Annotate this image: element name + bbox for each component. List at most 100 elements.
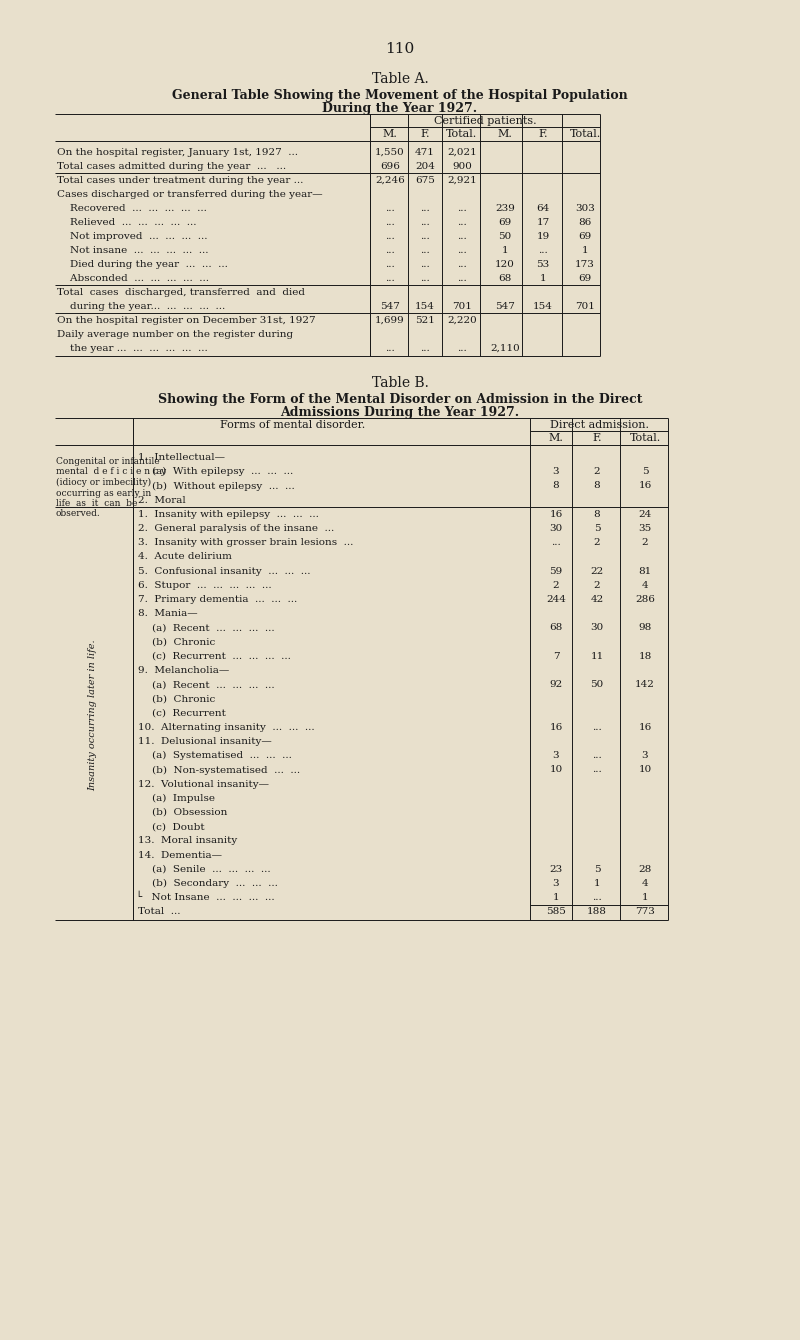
Text: 547: 547	[380, 302, 400, 311]
Text: 3: 3	[553, 752, 559, 760]
Text: (b)  Chronic: (b) Chronic	[152, 638, 215, 647]
Text: 16: 16	[638, 722, 652, 732]
Text: Died during the year  ...  ...  ...: Died during the year ... ... ...	[57, 260, 228, 269]
Text: ...: ...	[457, 273, 467, 283]
Text: 3.  Insanity with grosser brain lesions  ...: 3. Insanity with grosser brain lesions .…	[138, 539, 354, 547]
Text: Daily average number on the register during: Daily average number on the register dur…	[57, 330, 293, 339]
Text: 2.  Moral: 2. Moral	[138, 496, 186, 505]
Text: ...: ...	[385, 232, 395, 241]
Text: (a)  Recent  ...  ...  ...  ...: (a) Recent ... ... ... ...	[152, 623, 274, 632]
Text: 98: 98	[638, 623, 652, 632]
Text: ...: ...	[385, 218, 395, 226]
Text: 3: 3	[553, 879, 559, 888]
Text: 521: 521	[415, 316, 435, 326]
Text: ...: ...	[420, 344, 430, 352]
Text: 2.  General paralysis of the insane  ...: 2. General paralysis of the insane ...	[138, 524, 334, 533]
Text: 17: 17	[536, 218, 550, 226]
Text: Not improved  ...  ...  ...  ...: Not improved ... ... ... ...	[57, 232, 207, 241]
Text: ...: ...	[457, 260, 467, 269]
Text: 8: 8	[594, 481, 600, 490]
Text: 50: 50	[590, 681, 604, 689]
Text: ...: ...	[457, 204, 467, 213]
Text: 23: 23	[550, 864, 562, 874]
Text: M.: M.	[498, 129, 513, 139]
Text: 204: 204	[415, 162, 435, 172]
Text: life  as  it  can  be: life as it can be	[56, 498, 138, 508]
Text: 22: 22	[590, 567, 604, 576]
Text: 5: 5	[594, 524, 600, 533]
Text: 701: 701	[452, 302, 472, 311]
Text: 10.  Alternating insanity  ...  ...  ...: 10. Alternating insanity ... ... ...	[138, 722, 314, 732]
Text: 1: 1	[582, 247, 588, 255]
Text: 286: 286	[635, 595, 655, 604]
Text: 1: 1	[642, 894, 648, 902]
Text: (b)  Chronic: (b) Chronic	[152, 694, 215, 704]
Text: General Table Showing the Movement of the Hospital Population: General Table Showing the Movement of th…	[172, 88, 628, 102]
Text: 1: 1	[594, 879, 600, 888]
Text: 2,220: 2,220	[447, 316, 477, 326]
Text: M.: M.	[549, 433, 563, 444]
Text: 4.  Acute delirium: 4. Acute delirium	[138, 552, 232, 561]
Text: (a)  Recent  ...  ...  ...  ...: (a) Recent ... ... ... ...	[152, 681, 274, 689]
Text: 69: 69	[498, 218, 512, 226]
Text: 142: 142	[635, 681, 655, 689]
Text: ...: ...	[420, 260, 430, 269]
Text: 69: 69	[578, 232, 592, 241]
Text: (b)  Without epilepsy  ...  ...: (b) Without epilepsy ... ...	[152, 481, 294, 490]
Text: 675: 675	[415, 176, 435, 185]
Text: ...: ...	[385, 260, 395, 269]
Text: 3: 3	[642, 752, 648, 760]
Text: ...: ...	[420, 204, 430, 213]
Text: Total cases under treatment during the year ...: Total cases under treatment during the y…	[57, 176, 303, 185]
Text: F.: F.	[538, 129, 548, 139]
Text: 53: 53	[536, 260, 550, 269]
Text: F.: F.	[420, 129, 430, 139]
Text: 2: 2	[594, 468, 600, 476]
Text: (idiocy or imbecility): (idiocy or imbecility)	[56, 478, 151, 488]
Text: Insanity occurring later in life.: Insanity occurring later in life.	[89, 639, 98, 791]
Text: Admissions During the Year 1927.: Admissions During the Year 1927.	[281, 406, 519, 419]
Text: Table B.: Table B.	[371, 377, 429, 390]
Text: 2,021: 2,021	[447, 147, 477, 157]
Text: ...: ...	[420, 247, 430, 255]
Text: Total  cases  discharged, transferred  and  died: Total cases discharged, transferred and …	[57, 288, 305, 297]
Text: During the Year 1927.: During the Year 1927.	[322, 102, 478, 115]
Text: 2,921: 2,921	[447, 176, 477, 185]
Text: Congenital or infantile: Congenital or infantile	[56, 457, 160, 466]
Text: 28: 28	[638, 864, 652, 874]
Text: 585: 585	[546, 907, 566, 917]
Text: F.: F.	[592, 433, 602, 444]
Text: 1.  Intellectual—: 1. Intellectual—	[138, 453, 225, 462]
Text: 244: 244	[546, 595, 566, 604]
Text: 24: 24	[638, 509, 652, 519]
Text: 10: 10	[638, 765, 652, 775]
Text: the year ...  ...  ...  ...  ...  ...: the year ... ... ... ... ... ...	[57, 344, 208, 352]
Text: 8: 8	[553, 481, 559, 490]
Text: Table A.: Table A.	[372, 72, 428, 86]
Text: ...: ...	[420, 232, 430, 241]
Text: (a)  Systematised  ...  ...  ...: (a) Systematised ... ... ...	[152, 752, 292, 760]
Text: ...: ...	[385, 273, 395, 283]
Text: 69: 69	[578, 273, 592, 283]
Text: Total.: Total.	[630, 433, 661, 444]
Text: 18: 18	[638, 651, 652, 661]
Text: 3: 3	[553, 468, 559, 476]
Text: 13.  Moral insanity: 13. Moral insanity	[138, 836, 238, 846]
Text: ...: ...	[420, 273, 430, 283]
Text: Recovered  ...  ...  ...  ...  ...: Recovered ... ... ... ... ...	[57, 204, 207, 213]
Text: 4: 4	[642, 879, 648, 888]
Text: 30: 30	[550, 524, 562, 533]
Text: 86: 86	[578, 218, 592, 226]
Text: ...: ...	[457, 247, 467, 255]
Text: Not insane  ...  ...  ...  ...  ...: Not insane ... ... ... ... ...	[57, 247, 209, 255]
Text: 16: 16	[550, 722, 562, 732]
Text: Total  ...: Total ...	[138, 907, 181, 917]
Text: ...: ...	[592, 894, 602, 902]
Text: 1: 1	[553, 894, 559, 902]
Text: 2: 2	[594, 539, 600, 547]
Text: 81: 81	[638, 567, 652, 576]
Text: 64: 64	[536, 204, 550, 213]
Text: Showing the Form of the Mental Disorder on Admission in the Direct: Showing the Form of the Mental Disorder …	[158, 393, 642, 406]
Text: 2: 2	[553, 580, 559, 590]
Text: └: └	[135, 894, 142, 902]
